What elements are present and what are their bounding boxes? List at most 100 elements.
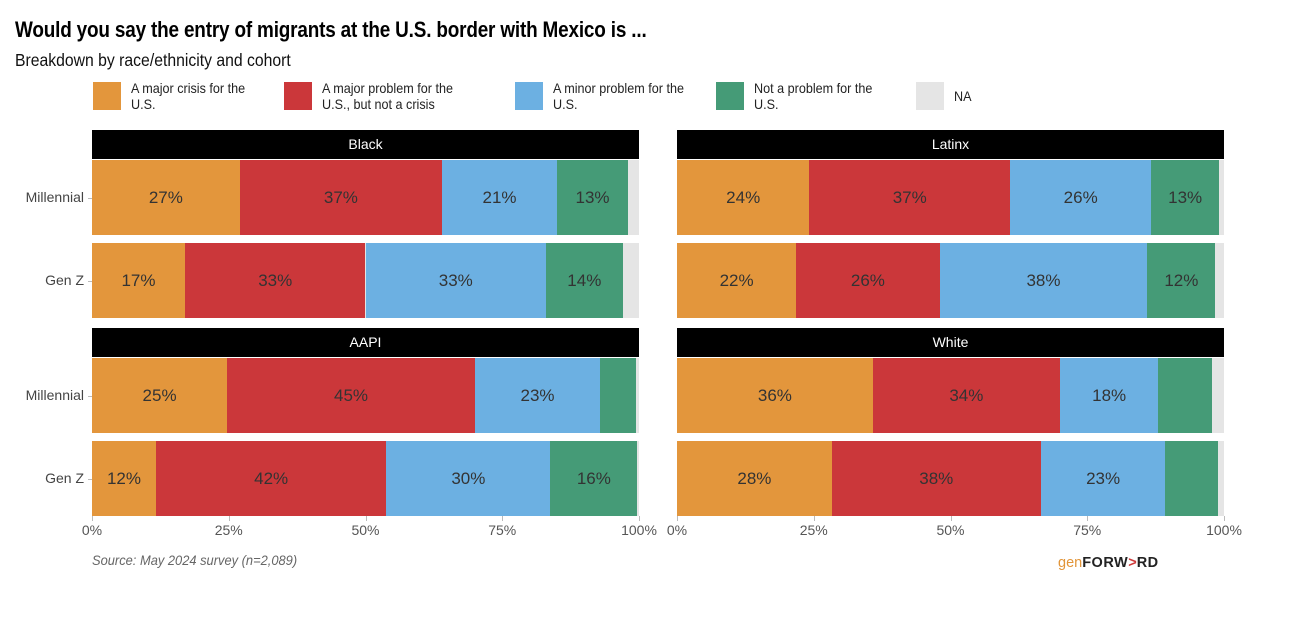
x-axis-tick — [813, 516, 815, 521]
x-axis-tick — [950, 516, 952, 521]
bar-segment-major-problem — [227, 358, 475, 433]
legend-label: A major problem for the U.S., but not a … — [322, 80, 453, 112]
x-axis-tick — [92, 516, 93, 521]
data-label: 18% — [1092, 386, 1127, 405]
panel-strip-title: Latinx — [677, 130, 1224, 159]
x-axis-tick — [677, 516, 678, 521]
logo-arrow: > — [1128, 555, 1137, 571]
data-label: 37% — [323, 188, 358, 207]
data-label: 13% — [1168, 188, 1203, 207]
bar-row-gen-z: 12% 42% 30% 16% — [92, 441, 639, 516]
panel-strip-title: Black — [92, 130, 639, 159]
data-label: 23% — [1086, 469, 1121, 488]
y-axis-label: Millennial — [25, 386, 84, 403]
bar-segment-na — [1219, 160, 1224, 235]
bar-segment-na — [622, 243, 639, 318]
bar-segment-major-crisis — [92, 358, 228, 433]
panel-latinx: Latinx 24% 37% 26% 13% 22% 26% 38% 12% — [677, 130, 1224, 318]
logo-rd: RD — [1136, 555, 1159, 571]
y-axis-label: Gen Z — [45, 271, 84, 288]
y-axis-tick — [88, 197, 92, 199]
data-label: 27% — [148, 188, 183, 207]
chart-title: Would you say the entry of migrants at t… — [15, 17, 647, 42]
data-label: 22% — [719, 271, 754, 290]
bar-segment-minor-problem — [1010, 160, 1152, 235]
y-axis-tick — [88, 478, 92, 480]
y-axis-label: Gen Z — [45, 469, 84, 486]
bar-segment-na — [637, 441, 639, 516]
data-label: 13% — [575, 188, 610, 207]
panel-black: Black 27% 37% 21% 13% Millennial 17% 33% 33% 14% G… — [26, 130, 639, 318]
data-label: 26% — [1063, 188, 1098, 207]
y-axis-tick — [88, 395, 92, 397]
logo-gen: gen — [1058, 555, 1083, 571]
x-axis-tick-label: 75% — [488, 522, 517, 538]
bar-segment-not-problem — [1158, 358, 1212, 433]
bar-segment-major-problem — [155, 441, 387, 516]
legend-label: Not a problem for the U.S. — [754, 80, 873, 112]
bar-segment-major-problem — [809, 160, 1011, 235]
chart-subtitle: Breakdown by race/ethnicity and cohort — [15, 50, 291, 70]
data-label: 23% — [520, 386, 555, 405]
data-label: 42% — [254, 469, 289, 488]
x-axis-tick-label: 25% — [799, 522, 828, 538]
data-label: 36% — [757, 386, 792, 405]
bar-segment-not-problem — [546, 243, 623, 318]
y-axis-label: Millennial — [25, 188, 84, 205]
bar-segment-minor-problem — [1040, 441, 1166, 516]
legend-label: NA — [954, 88, 972, 104]
x-axis-tick-label: 0% — [666, 522, 688, 538]
bar-segment-major-crisis — [92, 243, 185, 318]
data-label: 16% — [576, 469, 611, 488]
data-label: 14% — [567, 271, 602, 290]
bar-segment-major-problem — [872, 358, 1060, 433]
bar-segment-major-crisis — [92, 441, 156, 516]
legend-label: A minor problem for the U.S. — [553, 80, 684, 112]
data-label: 26% — [850, 271, 885, 290]
legend-swatch — [916, 82, 944, 110]
bar-segment-major-crisis — [92, 160, 240, 235]
bar-segment-na — [636, 358, 639, 433]
bar-segment-not-problem — [556, 160, 629, 235]
bar-segment-na — [1215, 243, 1224, 318]
x-axis-tick-label: 25% — [214, 522, 243, 538]
bar-segment-major-crisis — [677, 358, 873, 433]
data-label: 33% — [438, 271, 473, 290]
panel-aapi: AAPI 25% 45% 23% Millennial 12% 42% 30% 16% Gen Z… — [26, 328, 657, 538]
data-label: 28% — [737, 469, 772, 488]
bar-row-gen-z: 22% 26% 38% 12% — [677, 243, 1224, 318]
bar-segment-not-problem — [1151, 160, 1220, 235]
legend-swatch — [93, 82, 121, 110]
data-label: 12% — [1164, 271, 1199, 290]
bar-segment-major-crisis — [677, 160, 810, 235]
bar-segment-major-crisis — [677, 441, 832, 516]
bar-segment-not-problem — [1147, 243, 1216, 318]
x-axis-tick — [228, 516, 230, 521]
x-axis-tick-label: 75% — [1073, 522, 1102, 538]
bar-segment-na — [628, 160, 639, 235]
bar-segment-na — [1211, 358, 1224, 433]
data-label: 24% — [726, 188, 761, 207]
bar-segment-minor-problem — [939, 243, 1148, 318]
legend-label: A major crisis for the U.S. — [131, 80, 246, 112]
data-label: 25% — [142, 386, 177, 405]
bar-row-millennial: 25% 45% 23% — [92, 358, 639, 433]
x-axis-tick — [365, 516, 367, 521]
data-label: 33% — [258, 271, 293, 290]
bar-row-millennial: 27% 37% 21% 13% — [92, 160, 639, 235]
bar-segment-minor-problem — [474, 358, 601, 433]
y-axis-tick — [88, 280, 92, 282]
data-label: 12% — [106, 469, 141, 488]
bar-segment-major-problem — [796, 243, 940, 318]
bar-segment-minor-problem — [365, 243, 546, 318]
data-label: 34% — [949, 386, 984, 405]
logo-forw: FORW — [1082, 555, 1129, 571]
data-label: 17% — [121, 271, 156, 290]
source-note: Source: May 2024 survey (n=2,089) — [92, 552, 298, 568]
bar-row-millennial: 24% 37% 26% 13% — [677, 160, 1224, 235]
genforward-logo: genFORW>RD — [1058, 555, 1159, 571]
bar-row-gen-z: 28% 38% 23% — [677, 441, 1224, 516]
bar-segment-major-problem — [831, 441, 1041, 516]
bar-segment-na — [1217, 441, 1224, 516]
panel-strip-title: AAPI — [92, 328, 639, 357]
